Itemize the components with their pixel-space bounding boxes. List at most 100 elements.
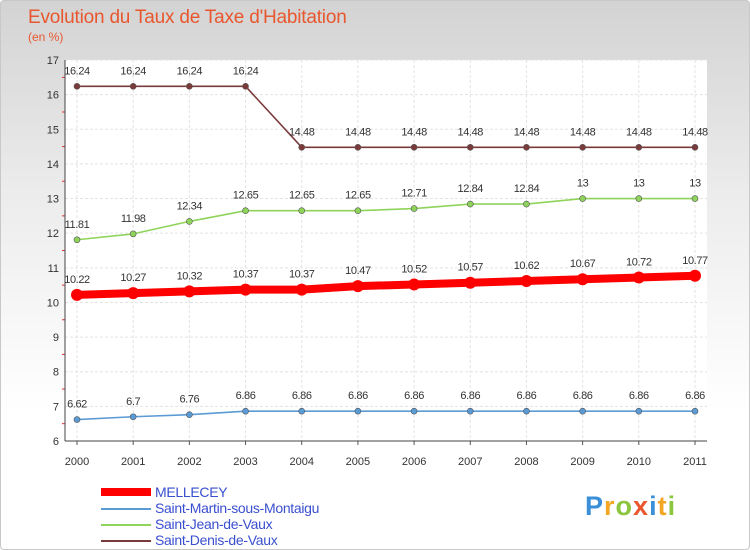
x-tick-label: 2007 — [458, 456, 482, 468]
logo-letter: x — [633, 491, 650, 521]
data-point — [298, 143, 306, 151]
data-label: 6.86 — [404, 390, 424, 402]
data-point — [129, 83, 137, 90]
data-label: 14.48 — [514, 126, 540, 138]
data-label: 6.86 — [292, 390, 312, 402]
data-label: 12.65 — [345, 190, 371, 202]
data-point — [410, 143, 418, 151]
plot-area — [65, 60, 707, 441]
data-point — [466, 143, 474, 151]
series — [71, 83, 701, 423]
y-tick-label: 13 — [47, 194, 59, 206]
data-point — [579, 195, 586, 202]
data-point — [520, 274, 533, 287]
data-label: 12.65 — [233, 190, 259, 202]
data-point — [579, 407, 586, 415]
y-tick-label: 11 — [48, 263, 59, 275]
data-label: 10.32 — [177, 270, 203, 282]
x-tick-label: 2008 — [514, 456, 538, 468]
data-label: 6.76 — [179, 394, 199, 406]
data-label: 10.22 — [64, 274, 90, 286]
data-point — [635, 195, 643, 202]
data-point — [239, 283, 252, 296]
data-point — [464, 276, 477, 289]
data-label: 13 — [633, 178, 645, 190]
series-line — [76, 197, 696, 241]
legend-swatch-saint-martin — [101, 508, 151, 510]
data-label: 10.37 — [233, 269, 259, 281]
data-label: 14.48 — [682, 126, 708, 138]
data-point — [410, 407, 418, 415]
data-label: 14.48 — [401, 126, 427, 138]
data-point — [691, 407, 699, 415]
data-label: 6.86 — [460, 390, 480, 402]
y-tick-label: 17 — [47, 55, 59, 67]
data-label: 14.48 — [289, 126, 315, 138]
y-tick-label: 7 — [53, 401, 59, 413]
data-label: 6.86 — [629, 390, 649, 402]
data-point — [635, 407, 643, 415]
data-label: 10.47 — [345, 265, 371, 277]
y-tick-label: 12 — [47, 228, 59, 240]
y-tick-label: 8 — [53, 367, 59, 379]
data-label: 12.84 — [514, 183, 540, 195]
data-point — [466, 200, 474, 208]
data-point — [298, 407, 306, 415]
data-point — [691, 195, 699, 202]
legend-swatch-saint-jean — [101, 524, 151, 526]
data-label: 10.72 — [626, 257, 652, 269]
data-point — [635, 143, 643, 151]
data-point — [523, 407, 530, 415]
chart-title: Evolution du Taux de Taxe d'Habitation — [28, 7, 347, 28]
data-point — [523, 143, 530, 151]
data-point — [576, 273, 589, 286]
x-tick-label: 2009 — [570, 456, 594, 468]
data-point — [127, 287, 140, 300]
data-label: 6.7 — [126, 396, 140, 408]
data-label: 10.77 — [682, 255, 708, 267]
data-point — [351, 280, 364, 293]
data-label: 13 — [689, 178, 701, 190]
x-tick-label: 2010 — [627, 456, 651, 468]
x-tick-label: 2004 — [289, 456, 313, 468]
data-point — [242, 207, 249, 214]
logo-letter: r — [604, 491, 616, 521]
data-label: 11.81 — [65, 219, 90, 231]
data-label: 14.48 — [570, 126, 596, 138]
data-point — [691, 143, 699, 151]
logo-letter: P — [585, 491, 605, 521]
y-tick-label: 10 — [47, 297, 59, 309]
data-point — [295, 283, 308, 296]
data-label: 10.37 — [289, 269, 315, 281]
legend-swatch-mellecey — [101, 488, 151, 496]
data-point — [579, 143, 586, 151]
legend-swatch-saint-denis — [101, 540, 151, 542]
data-point — [186, 411, 193, 418]
y-tick-label: 16 — [47, 90, 59, 102]
data-label: 12.34 — [177, 200, 203, 212]
y-tick-label: 6 — [53, 436, 59, 448]
data-label: 13 — [577, 178, 589, 190]
data-label: 16.24 — [177, 65, 203, 77]
chart-unit-label: (en %) — [28, 30, 64, 44]
x-tick-label: 2000 — [65, 456, 89, 468]
data-point — [129, 230, 137, 238]
logo-letter: i — [667, 491, 677, 521]
data-label: 16.24 — [64, 65, 90, 77]
legend-label-saint-martin: Saint-Martin-sous-Montaigu — [155, 500, 320, 516]
proxiti-logo: Proxiti — [585, 491, 676, 522]
x-tick-label: 2005 — [346, 456, 370, 468]
data-point — [242, 83, 249, 90]
data-point — [523, 200, 530, 208]
data-point — [632, 271, 645, 284]
data-label: 11.98 — [121, 213, 146, 225]
data-point — [689, 269, 701, 282]
data-point — [242, 407, 249, 415]
x-tick-label: 2006 — [402, 456, 426, 468]
data-label: 6.86 — [685, 390, 705, 402]
x-tick-label: 2002 — [177, 456, 201, 468]
x-tick-label: 2003 — [233, 456, 257, 468]
x-tick-label: 2001 — [121, 456, 145, 468]
